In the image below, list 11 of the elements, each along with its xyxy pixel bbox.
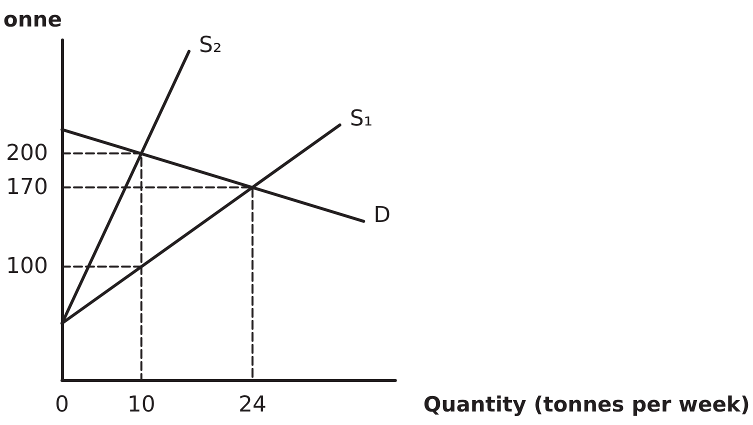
y-tick-label: 100 [6,254,48,280]
y-tick-label: 200 [6,140,48,166]
x-tick-label: 0 [55,392,69,418]
series-label: D [374,202,391,228]
x-axis-title: Quantity (tonnes per week) [423,392,750,416]
series-label: S₁ [350,106,373,132]
series-label: S₂ [199,32,222,58]
x-tick-label: 24 [238,392,267,418]
y-tick-label: 170 [6,174,48,200]
x-tick-label: 10 [127,392,156,418]
y-axis-title: onne [3,8,62,32]
